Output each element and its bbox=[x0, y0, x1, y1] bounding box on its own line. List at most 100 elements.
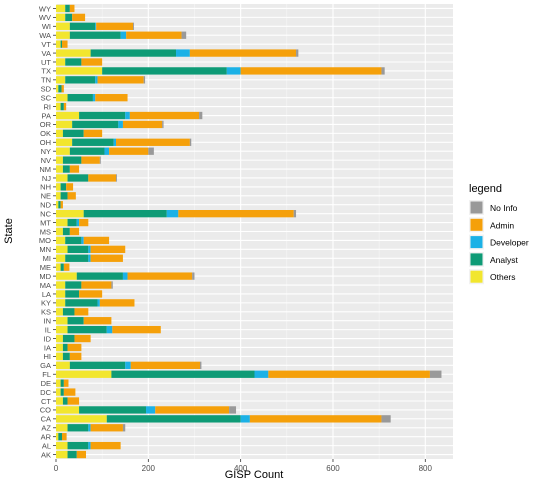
legend-title: legend bbox=[469, 183, 502, 195]
legend-label: Others bbox=[490, 272, 516, 282]
bar-DC-analyst bbox=[60, 388, 64, 396]
y-tick-label: AK bbox=[41, 450, 51, 459]
y-tick-label: MA bbox=[40, 281, 51, 290]
bar-MI-developer bbox=[88, 254, 91, 262]
y-tick-label: TX bbox=[41, 67, 51, 76]
bar-PA-admin bbox=[129, 111, 200, 120]
bar-CT-admin bbox=[67, 397, 80, 405]
y-tick-label: MO bbox=[39, 236, 51, 245]
y-tick-label: GA bbox=[40, 361, 51, 370]
bar-MI-analyst bbox=[65, 254, 89, 262]
bar-TX-no-info bbox=[381, 67, 385, 75]
bar-VT-admin bbox=[62, 40, 68, 48]
bar-NV-no-info bbox=[99, 156, 101, 164]
bar-IL-developer bbox=[106, 325, 113, 334]
y-tick-label: OH bbox=[40, 138, 51, 147]
bar-OH-no-info bbox=[189, 138, 192, 146]
legend-label: Developer bbox=[490, 238, 529, 248]
bar-HI-analyst bbox=[62, 352, 70, 361]
bar-KS-analyst bbox=[62, 308, 75, 316]
bar-TN-developer bbox=[95, 76, 98, 84]
bar-MO-developer bbox=[81, 236, 84, 245]
y-tick-label: AL bbox=[42, 441, 51, 450]
bar-WA-analyst bbox=[69, 31, 121, 39]
bar-SC-analyst bbox=[67, 94, 93, 102]
bar-NM-admin bbox=[69, 165, 80, 173]
bar-CA-no-info bbox=[381, 415, 391, 423]
y-tick-label: ID bbox=[44, 334, 52, 343]
y-tick-label: WV bbox=[39, 13, 51, 22]
bar-MO-admin bbox=[83, 236, 110, 245]
bar-CA-analyst bbox=[106, 415, 241, 423]
bar-GA-analyst bbox=[69, 361, 126, 369]
bar-WY-others bbox=[56, 4, 66, 13]
y-tick-label: CA bbox=[41, 415, 51, 424]
x-tick-label: 200 bbox=[142, 464, 156, 473]
bar-WI-analyst bbox=[69, 22, 96, 30]
bar-IA-analyst bbox=[62, 343, 68, 352]
bar-MT-admin bbox=[79, 218, 89, 227]
bar-NH-others bbox=[56, 183, 61, 191]
bar-SD-admin bbox=[61, 85, 64, 93]
bar-NC-others bbox=[56, 210, 84, 218]
bar-MN-others bbox=[56, 245, 68, 254]
bar-CO-others bbox=[56, 406, 80, 414]
bar-VA-admin bbox=[189, 49, 297, 57]
bar-NM-others bbox=[56, 165, 63, 173]
y-tick-label: KY bbox=[41, 299, 51, 308]
bar-WY-admin bbox=[69, 4, 75, 13]
legend-swatch-analyst bbox=[470, 253, 483, 266]
y-tick-label: NE bbox=[41, 192, 51, 201]
bar-MN-developer bbox=[88, 245, 91, 254]
bar-WI-developer bbox=[95, 22, 97, 30]
bar-OR-others bbox=[56, 120, 73, 129]
bar-SC-others bbox=[56, 94, 68, 102]
bar-VA-developer bbox=[176, 49, 190, 57]
bar-LA-admin bbox=[79, 290, 103, 298]
bar-KY-developer bbox=[97, 299, 100, 307]
bar-MO-analyst bbox=[65, 236, 82, 245]
bar-MD-developer bbox=[122, 272, 128, 280]
bar-ME-analyst bbox=[60, 263, 64, 271]
x-tick-label: 0 bbox=[54, 464, 59, 473]
bar-WA-others bbox=[56, 31, 70, 39]
y-tick-label: FL bbox=[42, 370, 51, 379]
y-tick-label: OR bbox=[40, 120, 52, 129]
bar-SD-analyst bbox=[58, 85, 62, 93]
bar-UT-admin bbox=[81, 58, 103, 66]
y-tick-label: MN bbox=[39, 245, 51, 254]
y-tick-label: OK bbox=[40, 129, 51, 138]
y-tick-label: NC bbox=[40, 209, 51, 218]
bar-VA-analyst bbox=[90, 49, 177, 57]
bar-KY-others bbox=[56, 299, 66, 307]
bar-VA-no-info bbox=[296, 49, 299, 57]
bar-NV-analyst bbox=[62, 156, 82, 164]
bar-HI-others bbox=[56, 352, 63, 361]
bar-ME-others bbox=[56, 263, 61, 271]
y-tick-label: IL bbox=[45, 325, 51, 334]
bar-VT-others bbox=[56, 40, 61, 48]
bar-LA-others bbox=[56, 290, 66, 298]
y-tick-label: RI bbox=[44, 102, 52, 111]
y-tick-label: MD bbox=[39, 272, 51, 281]
y-axis: WYWVWIWAVTVAUTTXTNSDSCRIPAOROKOHNYNVNMNJ… bbox=[39, 4, 56, 459]
bar-MI-admin bbox=[90, 254, 123, 262]
bar-NE-others bbox=[56, 192, 61, 200]
legend-swatch-others bbox=[470, 270, 483, 283]
bar-DE-admin bbox=[63, 379, 69, 387]
bar-CT-others bbox=[56, 397, 63, 405]
y-tick-label: MI bbox=[43, 254, 51, 263]
bar-ND-admin bbox=[60, 201, 63, 209]
bar-WA-developer bbox=[120, 31, 127, 39]
bar-NY-no-info bbox=[148, 147, 154, 155]
bar-IL-others bbox=[56, 325, 68, 334]
legend-swatch-admin bbox=[470, 218, 483, 231]
bar-GA-no-info bbox=[200, 361, 202, 369]
bar-NJ-others bbox=[56, 174, 68, 182]
bar-AZ-developer bbox=[88, 424, 91, 432]
y-tick-label: SC bbox=[41, 93, 52, 102]
legend-label: Admin bbox=[490, 220, 514, 230]
y-tick-label: ME bbox=[40, 263, 51, 272]
bar-FL-others bbox=[56, 370, 112, 378]
bar-WY-analyst bbox=[65, 4, 70, 13]
